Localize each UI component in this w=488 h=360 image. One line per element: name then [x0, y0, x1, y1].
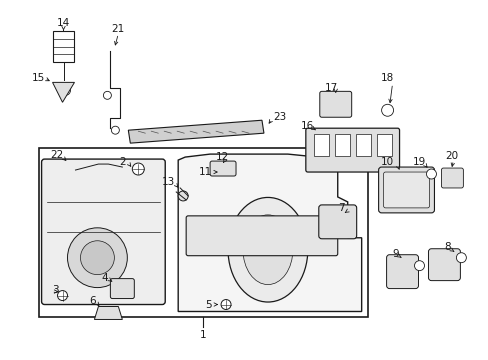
FancyBboxPatch shape: [383, 172, 428, 208]
Circle shape: [132, 163, 144, 175]
Circle shape: [61, 85, 70, 95]
Text: 9: 9: [391, 249, 398, 259]
Circle shape: [426, 169, 436, 179]
Ellipse shape: [227, 197, 307, 302]
Circle shape: [414, 261, 424, 271]
Text: 16: 16: [301, 121, 314, 131]
Circle shape: [455, 253, 466, 263]
Text: 11: 11: [198, 167, 211, 177]
Circle shape: [58, 291, 67, 301]
FancyBboxPatch shape: [318, 205, 356, 239]
Text: 15: 15: [32, 73, 45, 84]
Bar: [313, 134, 328, 156]
FancyBboxPatch shape: [441, 168, 463, 188]
Text: 18: 18: [380, 73, 393, 84]
Circle shape: [381, 104, 393, 116]
Circle shape: [221, 300, 230, 310]
Bar: [52, 31, 74, 62]
Bar: [355, 134, 370, 156]
Text: 4: 4: [101, 273, 107, 283]
FancyBboxPatch shape: [378, 167, 433, 213]
Text: 17: 17: [325, 84, 338, 93]
Circle shape: [178, 191, 188, 201]
Polygon shape: [94, 306, 122, 319]
Circle shape: [103, 91, 111, 99]
FancyBboxPatch shape: [186, 216, 337, 256]
Text: 20: 20: [444, 151, 457, 161]
FancyBboxPatch shape: [305, 128, 399, 172]
Text: 23: 23: [273, 112, 286, 122]
Bar: [334, 134, 349, 156]
Text: 3: 3: [52, 284, 59, 294]
Polygon shape: [128, 120, 264, 143]
FancyBboxPatch shape: [427, 249, 459, 280]
Circle shape: [111, 126, 119, 134]
Text: 6: 6: [89, 296, 96, 306]
Text: 22: 22: [50, 150, 63, 160]
Text: 12: 12: [215, 152, 228, 162]
FancyBboxPatch shape: [319, 91, 351, 117]
Text: 21: 21: [111, 24, 125, 33]
Text: 19: 19: [412, 157, 425, 167]
Text: 2: 2: [119, 157, 125, 167]
FancyBboxPatch shape: [386, 255, 418, 289]
Ellipse shape: [243, 215, 292, 285]
Bar: [376, 134, 391, 156]
Text: 5: 5: [204, 300, 211, 310]
Text: 1: 1: [200, 330, 206, 341]
FancyBboxPatch shape: [110, 279, 134, 298]
Polygon shape: [178, 154, 361, 311]
Text: 10: 10: [380, 157, 393, 167]
Text: 13: 13: [161, 177, 175, 187]
FancyBboxPatch shape: [210, 161, 236, 176]
Circle shape: [81, 241, 114, 275]
Text: 8: 8: [443, 242, 450, 252]
Bar: [39, 148, 367, 318]
Text: 7: 7: [338, 203, 345, 213]
Circle shape: [67, 228, 127, 288]
Text: 14: 14: [57, 18, 70, 28]
Polygon shape: [52, 82, 74, 102]
FancyBboxPatch shape: [41, 159, 165, 305]
